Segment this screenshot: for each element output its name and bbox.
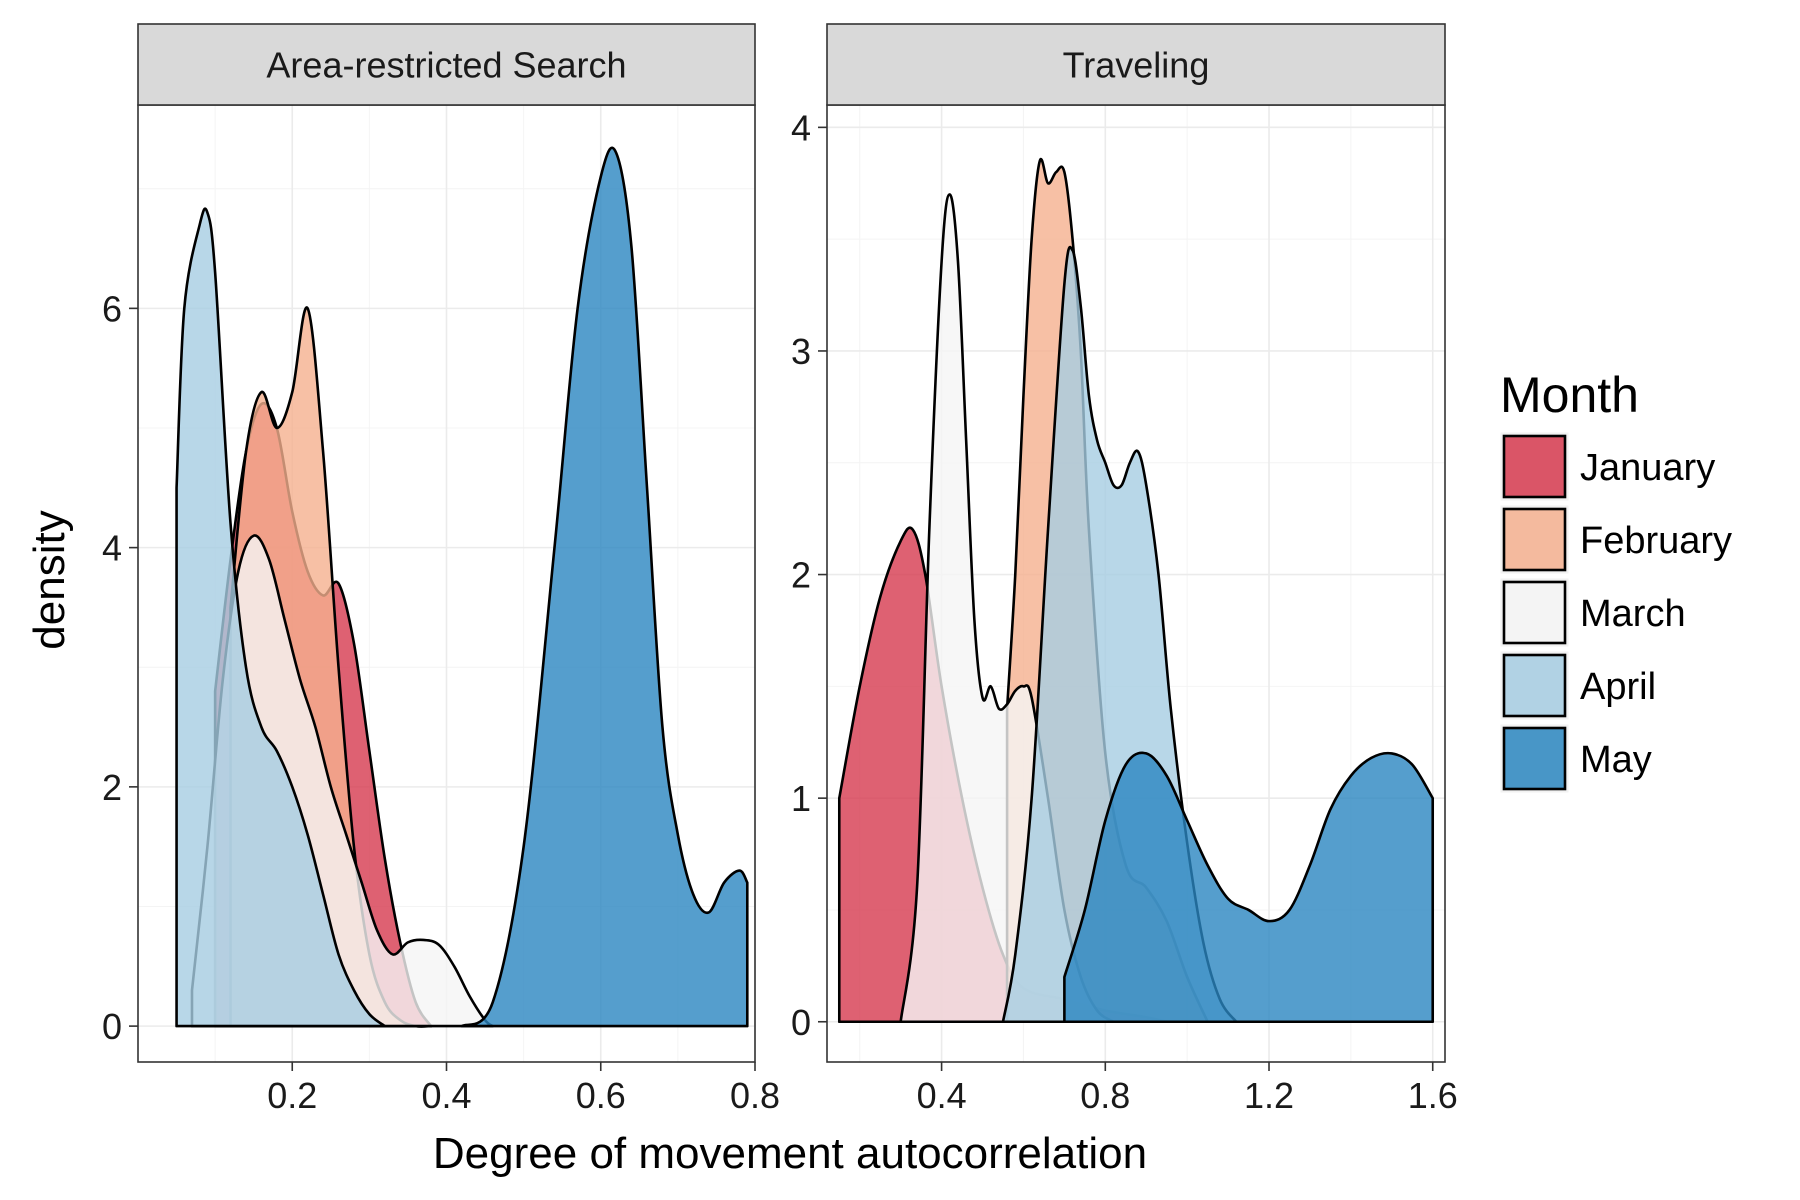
strip-background xyxy=(137,23,756,106)
legend: Month January February March April May xyxy=(1499,367,1732,794)
y-tick-label: 6 xyxy=(102,288,122,329)
density-area-may xyxy=(460,146,749,1028)
density-areas xyxy=(837,157,1435,1024)
panel-traveling: Traveling 0.4 0.8 1.2 1.6 0 1 2 3 4 xyxy=(791,23,1458,1116)
x-tick-label: 0.2 xyxy=(267,1075,317,1116)
legend-key-april xyxy=(1502,653,1567,718)
density-areas xyxy=(175,146,749,1028)
strip-label: Area-restricted Search xyxy=(266,45,626,86)
y-tick-label: 3 xyxy=(791,331,811,372)
legend-label-march: March xyxy=(1580,593,1686,635)
x-tick-label: 0.6 xyxy=(576,1075,626,1116)
legend-key-february xyxy=(1502,507,1567,572)
y-tick-label: 4 xyxy=(102,528,122,569)
legend-title: Month xyxy=(1500,367,1639,423)
y-axis-title: density xyxy=(25,510,74,649)
legend-label-april: April xyxy=(1580,666,1656,708)
density-area-april xyxy=(175,207,387,1028)
y-tick-label: 1 xyxy=(791,778,811,819)
x-tick-label: 0.4 xyxy=(421,1075,471,1116)
legend-label-february: February xyxy=(1580,520,1732,562)
x-tick-label: 0.8 xyxy=(730,1075,780,1116)
x-axis-title: Degree of movement autocorrelation xyxy=(433,1129,1147,1178)
strip-background xyxy=(826,23,1446,106)
legend-label-january: January xyxy=(1580,447,1715,489)
legend-key-may xyxy=(1502,726,1567,791)
x-tick-label: 1.6 xyxy=(1408,1075,1458,1116)
y-tick-label: 2 xyxy=(102,767,122,808)
strip-label: Traveling xyxy=(1063,45,1210,86)
legend-key-january xyxy=(1502,434,1567,499)
x-tick-label: 0.4 xyxy=(917,1075,967,1116)
x-tick-label: 0.8 xyxy=(1080,1075,1130,1116)
panel-area-restricted-search: Area-restricted Search 0.2 0.4 0.6 0.8 0 2 4 6 xyxy=(102,23,780,1116)
x-tick-label: 1.2 xyxy=(1244,1075,1294,1116)
y-tick-label: 0 xyxy=(791,1002,811,1043)
y-tick-label: 0 xyxy=(102,1006,122,1047)
legend-label-may: May xyxy=(1580,739,1652,781)
legend-key-march xyxy=(1502,580,1567,645)
density-area-may xyxy=(1063,751,1435,1024)
y-tick-label: 4 xyxy=(791,107,811,148)
y-tick-label: 2 xyxy=(791,555,811,596)
